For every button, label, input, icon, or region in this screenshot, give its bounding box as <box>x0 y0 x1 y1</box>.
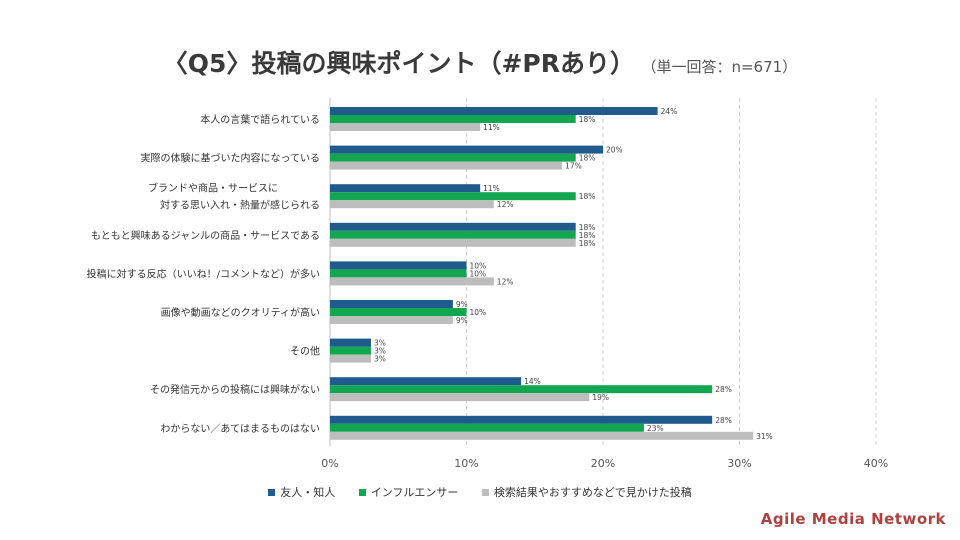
legend-item-influencer: インフルエンサー <box>358 484 459 500</box>
data-label: 18% <box>579 231 596 240</box>
chart-title: 〈Q5〉投稿の興味ポイント（#PRあり） <box>162 49 635 78</box>
data-label: 12% <box>497 200 514 209</box>
bar <box>330 269 467 278</box>
data-label: 20% <box>606 146 623 155</box>
data-label: 14% <box>524 377 541 386</box>
bar <box>330 377 522 386</box>
bar <box>330 415 713 424</box>
category-label: その他 <box>290 345 320 358</box>
bar <box>330 123 481 131</box>
legend-swatch-recommended <box>481 488 489 496</box>
bar <box>330 161 563 170</box>
category-label: 対する思い入れ・熱量が感じられる <box>160 199 320 212</box>
data-label: 9% <box>456 316 468 325</box>
data-label: 18% <box>579 154 596 163</box>
data-label: 28% <box>715 385 732 394</box>
data-label: 18% <box>579 239 596 248</box>
data-label: 23% <box>647 424 664 433</box>
data-label: 17% <box>565 162 582 171</box>
category-label: わからない／あてはまるものはない <box>160 423 320 435</box>
bar <box>330 431 754 440</box>
legend-swatch-influencer <box>358 488 366 496</box>
data-label: 3% <box>374 355 386 364</box>
category-label: 画像や動画などのクオリティが高い <box>161 306 320 319</box>
bar <box>330 115 576 123</box>
bar <box>330 308 467 316</box>
bar <box>330 338 371 347</box>
bar <box>330 107 658 115</box>
category-label: 本人の言葉で語られている <box>200 113 320 126</box>
data-label: 10% <box>470 269 487 278</box>
legend-label-influencer: インフルエンサー <box>370 486 459 499</box>
category-label: ブランドや商品・サービスに <box>148 182 278 195</box>
x-tick-label: 10% <box>454 457 478 470</box>
data-label: 18% <box>579 223 596 232</box>
bar <box>330 346 371 355</box>
chart-subtitle: （単一回答：n=671） <box>648 58 798 76</box>
bar <box>330 316 453 324</box>
data-label: 9% <box>456 300 468 309</box>
legend-item-friends: 友人・知人 <box>268 484 335 500</box>
category-label: 実際の体験に基づいた内容になっている <box>141 152 321 165</box>
data-label: 18% <box>579 115 596 124</box>
bar <box>330 238 576 247</box>
x-tick-label: 20% <box>591 457 615 470</box>
data-label: 10% <box>470 261 487 270</box>
data-label: 18% <box>579 192 596 201</box>
bar <box>330 385 713 394</box>
bar <box>330 153 576 162</box>
data-label: 3% <box>374 347 386 356</box>
data-label: 19% <box>592 393 609 402</box>
legend-label-recommended: 検索結果やおすすめなどで見かけた投稿 <box>493 486 692 499</box>
bar <box>330 300 453 308</box>
legend-label-friends: 友人・知人 <box>280 486 336 499</box>
data-label: 3% <box>374 339 386 348</box>
x-tick-label: 40% <box>864 457 888 470</box>
data-label: 11% <box>483 123 500 132</box>
bar <box>330 393 590 402</box>
bar <box>330 277 494 286</box>
category-label: 投稿に対する反応（いいね！/コメントなど）が多い <box>87 267 320 280</box>
data-label: 10% <box>470 308 487 317</box>
category-label: もともと興味あるジャンルの商品・サービスである <box>91 229 320 242</box>
bar <box>330 200 494 209</box>
bar <box>330 354 371 363</box>
category-label: その発信元からの投稿には興味がない <box>150 383 320 396</box>
bar <box>330 184 481 193</box>
data-label: 24% <box>661 107 678 116</box>
brand-logo-text: Agile Media Network <box>760 510 946 528</box>
data-label: 31% <box>756 432 773 441</box>
chart-title-block: 〈Q5〉投稿の興味ポイント（#PRあり） （単一回答：n=671） <box>0 44 960 80</box>
x-tick-label: 0% <box>321 457 338 470</box>
data-label: 28% <box>715 416 732 425</box>
bar <box>330 222 576 231</box>
bar <box>330 192 576 201</box>
legend-item-recommended: 検索結果やおすすめなどで見かけた投稿 <box>481 484 692 500</box>
x-tick-label: 30% <box>727 457 751 470</box>
data-label: 11% <box>483 184 500 193</box>
bar <box>330 230 576 239</box>
chart-legend: 友人・知人 インフルエンサー 検索結果やおすすめなどで見かけた投稿 <box>0 484 960 500</box>
legend-swatch-friends <box>268 488 276 496</box>
data-label: 12% <box>497 277 514 286</box>
bar <box>330 145 603 154</box>
bar <box>330 261 467 270</box>
bar <box>330 423 644 432</box>
